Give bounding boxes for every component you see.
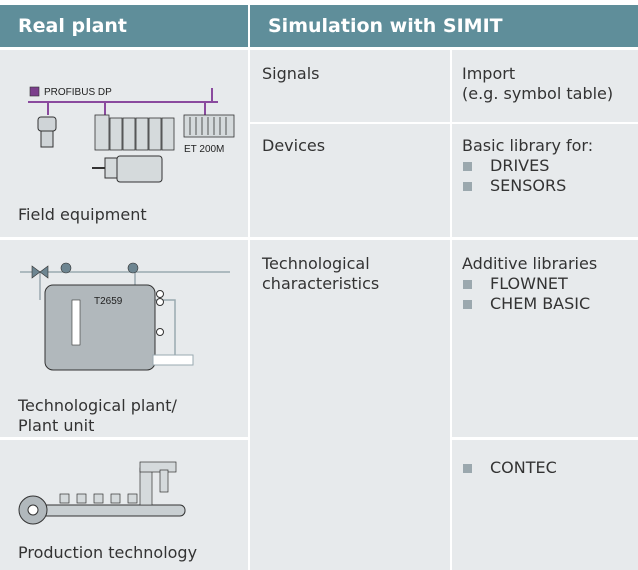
text-line: Technological <box>262 254 370 273</box>
text-line: Import <box>462 64 516 83</box>
diagram-label: ET 200M <box>184 144 224 155</box>
cell <box>452 240 638 437</box>
sim-name: Technological characteristics <box>262 254 379 294</box>
list-item: FLOWNET <box>462 274 597 294</box>
cell <box>452 50 638 122</box>
text-line: Basic library for: <box>462 136 594 155</box>
diagram-label: T2659 <box>94 296 123 307</box>
text-line: Signals <box>262 64 320 83</box>
cell <box>250 50 450 122</box>
list-item: DRIVES <box>462 156 593 176</box>
sim-name: Devices <box>262 136 325 156</box>
cell <box>250 124 450 237</box>
plant-label: Production technology <box>18 543 197 563</box>
header-text: Simulation with SIMIT <box>268 15 503 37</box>
cell <box>452 440 638 570</box>
text-line: Production technology <box>18 543 198 562</box>
header-cell: Real plant <box>0 5 248 47</box>
sim-detail: Additive libraries FLOWNET CHEM BASIC <box>462 254 597 314</box>
text-line: Technological plant/ <box>18 396 177 415</box>
sim-name: Signals <box>262 64 319 84</box>
sim-detail: Basic library for: DRIVES SENSORS <box>462 136 593 196</box>
text-line: characteristics <box>262 274 380 293</box>
list-item: SENSORS <box>462 176 593 196</box>
text-line: Field equipment <box>18 205 147 224</box>
text-line: Plant unit <box>18 416 95 435</box>
sim-detail: Import (e.g. symbol table) <box>462 64 613 104</box>
list-item: CHEM BASIC <box>462 294 597 314</box>
header-text: Real plant <box>18 15 128 37</box>
text-line: Additive libraries <box>462 254 598 273</box>
plant-label: Technological plant/Plant unit <box>18 396 177 436</box>
sim-detail: CONTEC <box>462 458 557 478</box>
list-item: CONTEC <box>462 458 557 478</box>
text-line: Devices <box>262 136 326 155</box>
text-line: (e.g. symbol table) <box>462 84 614 103</box>
cell <box>250 240 450 570</box>
diagram-label: PROFIBUS DP <box>44 87 112 98</box>
plant-label: Field equipment <box>18 205 147 225</box>
cell <box>452 124 638 237</box>
header-cell: Simulation with SIMIT <box>250 5 638 47</box>
